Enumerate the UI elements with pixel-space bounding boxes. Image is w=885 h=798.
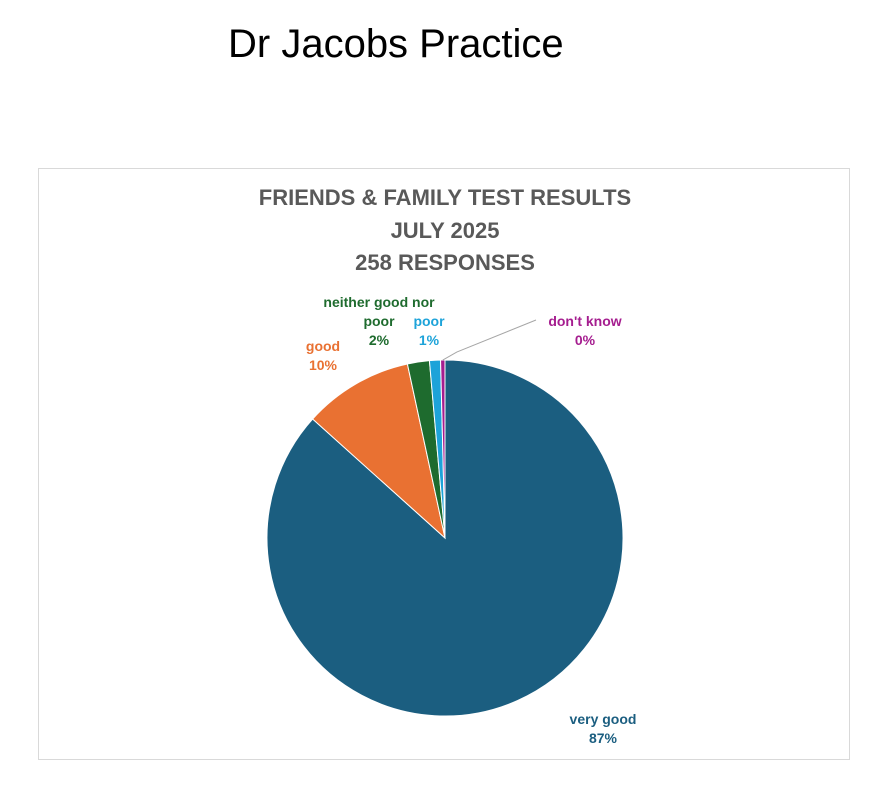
- slice-percent-good: 10%: [309, 357, 338, 373]
- chart-title: FRIENDS & FAMILY TEST RESULTS JULY 2025 …: [259, 185, 631, 275]
- slice-percent-poor: 1%: [419, 332, 440, 348]
- slice-label-poor: poor 1%: [413, 313, 445, 348]
- slice-name-don-t-know: don't know: [548, 313, 621, 329]
- chart-title-line-2: JULY 2025: [391, 218, 500, 243]
- chart-title-line-3: 258 RESPONSES: [355, 250, 535, 275]
- slice-name-neither-good-nor-poor: neither good nor: [323, 294, 435, 310]
- pie-slice-good: [311, 363, 446, 540]
- pie-chart: FRIENDS & FAMILY TEST RESULTS JULY 2025 …: [259, 185, 637, 746]
- slice-label-very-good: very good 87%: [570, 711, 637, 746]
- slice-percent-neither-good-nor-poor: 2%: [369, 332, 390, 348]
- slice-name-very-good: very good: [570, 711, 637, 727]
- slice-name-poor: poor: [413, 313, 445, 329]
- slice-labels: very good 87% good 10% neither good nor poor 2…: [306, 294, 637, 746]
- slice-name-good: good: [306, 338, 340, 354]
- slice-percent-very-good: 87%: [589, 730, 618, 746]
- pie-slices: [266, 359, 624, 717]
- slice-label-neither-good-nor-poor: neither good nor poor 2%: [323, 294, 435, 348]
- page-title: Dr Jacobs Practice: [228, 22, 564, 66]
- leader-line-don-t-know: [442, 319, 537, 361]
- chart-area: FRIENDS & FAMILY TEST RESULTS JULY 2025 …: [38, 168, 850, 760]
- slice-name-neither-good-nor-poor: poor: [363, 313, 395, 329]
- slice-label-don-t-know: don't know 0%: [548, 313, 621, 348]
- chart-title-line-1: FRIENDS & FAMILY TEST RESULTS: [259, 185, 631, 210]
- slice-percent-don-t-know: 0%: [575, 332, 596, 348]
- slice-label-good: good 10%: [306, 338, 340, 373]
